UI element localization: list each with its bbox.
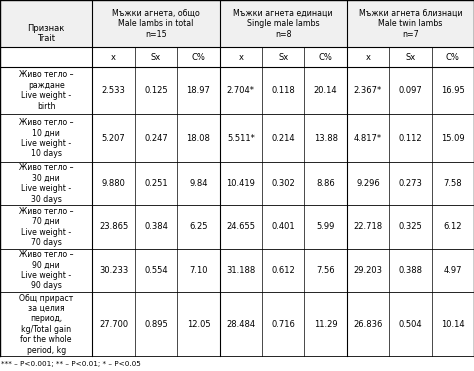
Text: 27.700: 27.700 — [99, 320, 128, 329]
Text: 2.533: 2.533 — [102, 86, 126, 95]
Bar — [0, 0, 474, 47]
Text: 0.504: 0.504 — [399, 320, 422, 329]
Text: 12.05: 12.05 — [187, 320, 210, 329]
Text: C%: C% — [446, 53, 460, 62]
Text: 15.09: 15.09 — [441, 134, 465, 142]
Text: 7.10: 7.10 — [189, 266, 208, 275]
Text: 10.14: 10.14 — [441, 320, 465, 329]
Text: 0.273: 0.273 — [399, 179, 422, 188]
Text: 6.12: 6.12 — [444, 223, 462, 232]
Text: 0.118: 0.118 — [271, 86, 295, 95]
Text: 5.207: 5.207 — [102, 134, 126, 142]
Text: 0.214: 0.214 — [272, 134, 295, 142]
Text: 16.95: 16.95 — [441, 86, 465, 95]
Text: 4.817*: 4.817* — [354, 134, 382, 142]
Text: 9.296: 9.296 — [356, 179, 380, 188]
Text: Живо тегло –
10 дни
Live weight -
10 days: Живо тегло – 10 дни Live weight - 10 day… — [19, 118, 73, 158]
Text: 0.251: 0.251 — [144, 179, 168, 188]
Text: Sx: Sx — [405, 53, 416, 62]
Text: 24.655: 24.655 — [226, 223, 255, 232]
Text: x: x — [365, 53, 371, 62]
Text: 18.08: 18.08 — [186, 134, 210, 142]
Bar — [0, 47, 474, 356]
Text: 2.367*: 2.367* — [354, 86, 382, 95]
Text: 9.84: 9.84 — [189, 179, 208, 188]
Text: 0.384: 0.384 — [144, 223, 168, 232]
Text: 0.895: 0.895 — [144, 320, 168, 329]
Text: 11.29: 11.29 — [314, 320, 337, 329]
Text: Живо тегло –
70 дни
Live weight -
70 days: Живо тегло – 70 дни Live weight - 70 day… — [19, 207, 73, 247]
Text: 8.86: 8.86 — [316, 179, 335, 188]
Text: 7.58: 7.58 — [444, 179, 462, 188]
Text: 0.125: 0.125 — [144, 86, 168, 95]
Text: 0.325: 0.325 — [399, 223, 422, 232]
Text: 0.247: 0.247 — [144, 134, 168, 142]
Text: 0.388: 0.388 — [399, 266, 422, 275]
Text: 29.203: 29.203 — [354, 266, 383, 275]
Text: Мъжки агнета единаци
Single male lambs
n=8: Мъжки агнета единаци Single male lambs n… — [233, 9, 333, 39]
Text: 4.97: 4.97 — [444, 266, 462, 275]
Text: 0.716: 0.716 — [271, 320, 295, 329]
Text: 7.56: 7.56 — [316, 266, 335, 275]
Text: 5.511*: 5.511* — [227, 134, 255, 142]
Text: 18.97: 18.97 — [186, 86, 210, 95]
Text: x: x — [238, 53, 243, 62]
Text: 0.097: 0.097 — [399, 86, 422, 95]
Text: x: x — [111, 53, 116, 62]
Text: 2.704*: 2.704* — [227, 86, 255, 95]
Text: *** – P<0.001; ** – P<0.01; * – P<0.05: *** – P<0.001; ** – P<0.01; * – P<0.05 — [1, 361, 141, 367]
Text: Живо тегло –
30 дни
Live weight -
30 days: Живо тегло – 30 дни Live weight - 30 day… — [19, 164, 73, 204]
Text: 5.99: 5.99 — [317, 223, 335, 232]
Text: 0.112: 0.112 — [399, 134, 422, 142]
Text: Общ прираст
за целия
период,
kg/Total gain
for the whole
period, kg: Общ прираст за целия период, kg/Total ga… — [19, 293, 73, 355]
Text: 0.302: 0.302 — [271, 179, 295, 188]
Text: Живо тегло –
90 дни
Live weight -
90 days: Живо тегло – 90 дни Live weight - 90 day… — [19, 250, 73, 290]
Text: Признак
Trait: Признак Trait — [27, 24, 65, 43]
Text: 6.25: 6.25 — [189, 223, 208, 232]
Text: Мъжки агнета, общо
Male lambs in total
n=15: Мъжки агнета, общо Male lambs in total n… — [112, 9, 200, 39]
Text: 10.419: 10.419 — [227, 179, 255, 188]
Text: Sx: Sx — [278, 53, 288, 62]
Text: 31.188: 31.188 — [226, 266, 255, 275]
Text: 30.233: 30.233 — [99, 266, 128, 275]
Text: 0.554: 0.554 — [144, 266, 168, 275]
Text: Sx: Sx — [151, 53, 161, 62]
Text: 23.865: 23.865 — [99, 223, 128, 232]
Text: 20.14: 20.14 — [314, 86, 337, 95]
Text: C%: C% — [191, 53, 205, 62]
Text: 13.88: 13.88 — [314, 134, 337, 142]
Text: 0.612: 0.612 — [271, 266, 295, 275]
Text: 22.718: 22.718 — [354, 223, 383, 232]
Text: Мъжки агнета близнаци
Male twin lambs
n=7: Мъжки агнета близнаци Male twin lambs n=… — [359, 9, 462, 39]
Text: 26.836: 26.836 — [353, 320, 383, 329]
Text: 9.880: 9.880 — [102, 179, 126, 188]
Text: 28.484: 28.484 — [226, 320, 255, 329]
Text: Живо тегло –
раждане
Live weight -
birth: Живо тегло – раждане Live weight - birth — [19, 70, 73, 111]
Text: C%: C% — [319, 53, 333, 62]
Text: 0.401: 0.401 — [272, 223, 295, 232]
